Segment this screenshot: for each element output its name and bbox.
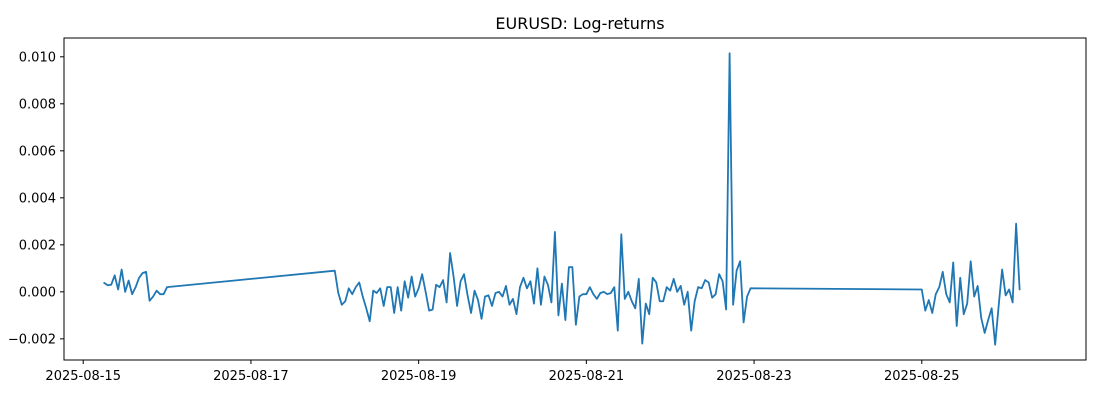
plot-frame [63, 37, 1087, 361]
chart-title: EURUSD: Log-returns [495, 14, 664, 33]
y-tick-label: 0.004 [19, 191, 56, 206]
x-tick-label: 2025-08-19 [381, 369, 457, 384]
plot-content [103, 52, 1021, 346]
y-tick-label: 0.008 [19, 97, 56, 112]
y-tick-label: 0.002 [19, 238, 56, 253]
x-axis: 2025-08-15 2025-08-17 2025-08-19 2025-08-21… [45, 360, 960, 384]
y-tick-label: −0.002 [8, 332, 56, 347]
x-tick-label: 2025-08-17 [213, 369, 289, 384]
x-tick-label: 2025-08-25 [884, 369, 960, 384]
y-axis: 0.010 0.008 0.006 0.004 0.002 0.000 −0.002 [8, 50, 64, 347]
x-tick-label: 2025-08-23 [716, 369, 792, 384]
y-tick-label: 0.000 [19, 285, 56, 300]
x-tick-label: 2025-08-15 [45, 369, 121, 384]
y-tick-label: 0.010 [19, 50, 56, 65]
series-line [103, 52, 1021, 346]
x-tick-label: 2025-08-21 [549, 369, 625, 384]
y-tick-label: 0.006 [19, 144, 56, 159]
